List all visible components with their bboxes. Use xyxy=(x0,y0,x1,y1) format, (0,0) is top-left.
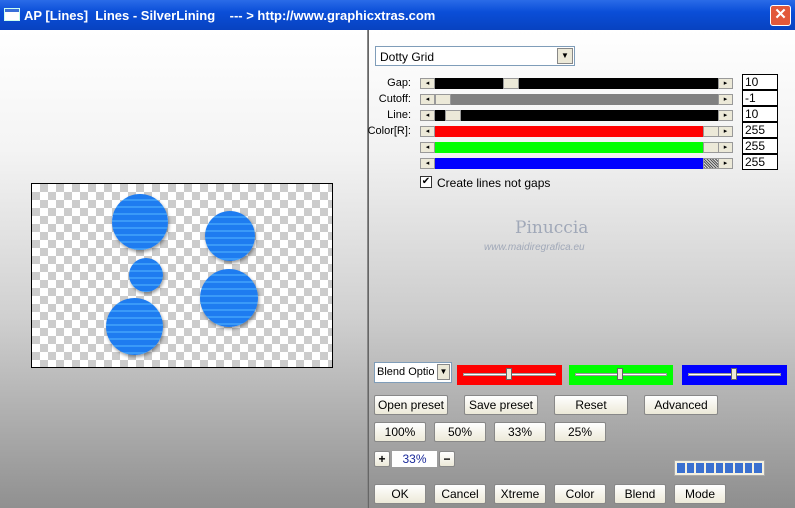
preview-circle xyxy=(112,194,168,250)
preset-select-value: Dotty Grid xyxy=(380,50,435,64)
preset-select[interactable]: Dotty Grid ▼ xyxy=(375,46,575,66)
red-blend-slider[interactable] xyxy=(457,365,562,385)
slider-3[interactable]: ◂ ▸ xyxy=(420,126,733,137)
slider-5[interactable]: ◂ ▸ xyxy=(420,158,733,169)
scroll-left-icon[interactable]: ◂ xyxy=(420,78,435,89)
scroll-right-icon[interactable]: ▸ xyxy=(718,78,733,89)
slider-bar[interactable] xyxy=(435,78,718,89)
slider-0[interactable]: ◂ ▸ xyxy=(420,78,733,89)
blue-blend-slider[interactable] xyxy=(682,365,787,385)
window-icon xyxy=(4,8,20,21)
preview-circle xyxy=(106,298,163,355)
xtreme-button[interactable]: Xtreme xyxy=(494,484,546,504)
slider-bar[interactable] xyxy=(435,110,718,121)
slider-value-input[interactable]: 255 xyxy=(742,154,778,170)
advanced-button[interactable]: Advanced xyxy=(644,395,718,415)
slider-value-input[interactable]: 10 xyxy=(742,106,778,122)
slider-thumb[interactable] xyxy=(703,142,719,153)
watermark-name: Pinuccia xyxy=(515,218,589,238)
scroll-left-icon[interactable]: ◂ xyxy=(420,142,435,153)
preview-circle xyxy=(200,269,258,327)
green-blend-slider[interactable] xyxy=(569,365,673,385)
open-preset-button[interactable]: Open preset xyxy=(374,395,448,415)
preview-circle xyxy=(205,211,255,261)
zoom-25-button[interactable]: 25% xyxy=(554,422,606,442)
scroll-right-icon[interactable]: ▸ xyxy=(718,158,733,169)
preview-circle xyxy=(129,258,163,292)
slider-value-input[interactable]: 255 xyxy=(742,122,778,138)
mode-button[interactable]: Mode xyxy=(674,484,726,504)
chevron-down-icon[interactable]: ▼ xyxy=(557,48,573,64)
scroll-left-icon[interactable]: ◂ xyxy=(420,110,435,121)
close-button[interactable]: ✕ xyxy=(770,5,791,26)
window-title: AP [Lines] Lines - SilverLining --- > ht… xyxy=(24,8,436,23)
create-lines-checkbox[interactable]: ✔ xyxy=(420,176,432,188)
zoom-50-button[interactable]: 50% xyxy=(434,422,486,442)
scroll-right-icon[interactable]: ▸ xyxy=(718,126,733,137)
color-button[interactable]: Color xyxy=(554,484,606,504)
scroll-left-icon[interactable]: ◂ xyxy=(420,158,435,169)
zoom-100-button[interactable]: 100% xyxy=(374,422,426,442)
slider-label: Gap: xyxy=(387,77,411,89)
save-preset-button[interactable]: Save preset xyxy=(464,395,538,415)
slider-value-input[interactable]: 10 xyxy=(742,74,778,90)
scroll-left-icon[interactable]: ◂ xyxy=(420,94,435,105)
slider-bar[interactable] xyxy=(435,142,718,153)
reset-button[interactable]: Reset xyxy=(554,395,628,415)
slider-bar[interactable] xyxy=(435,94,718,105)
slider-value-input[interactable]: -1 xyxy=(742,90,778,106)
scroll-right-icon[interactable]: ▸ xyxy=(718,94,733,105)
scroll-right-icon[interactable]: ▸ xyxy=(718,110,733,121)
ok-button[interactable]: OK xyxy=(374,484,426,504)
slider-thumb[interactable] xyxy=(445,110,461,121)
slider-bar[interactable] xyxy=(435,158,718,169)
slider-2[interactable]: ◂ ▸ xyxy=(420,110,733,121)
blend-options-select[interactable]: Blend Optio ▼ xyxy=(374,362,452,383)
slider-1[interactable]: ◂ ▸ xyxy=(420,94,733,105)
zoom-33-button[interactable]: 33% xyxy=(494,422,546,442)
slider-label: Cutoff: xyxy=(378,93,411,105)
scroll-left-icon[interactable]: ◂ xyxy=(420,126,435,137)
slider-thumb[interactable] xyxy=(703,126,719,137)
watermark-url: www.maidiregrafica.eu xyxy=(484,242,585,253)
cancel-button[interactable]: Cancel xyxy=(434,484,486,504)
preview-canvas[interactable] xyxy=(31,183,333,368)
zoom-input[interactable]: 33% xyxy=(392,451,437,467)
blend-button[interactable]: Blend xyxy=(614,484,666,504)
chevron-down-icon[interactable]: ▼ xyxy=(437,364,450,380)
slider-thumb[interactable] xyxy=(503,78,519,89)
slider-thumb[interactable] xyxy=(435,94,451,105)
slider-value-input[interactable]: 255 xyxy=(742,138,778,154)
create-lines-label: Create lines not gaps xyxy=(437,176,551,190)
zoom-out-button[interactable]: − xyxy=(439,451,455,467)
zoom-in-button[interactable]: + xyxy=(374,451,390,467)
slider-thumb[interactable] xyxy=(703,158,719,169)
blend-select-value: Blend Optio xyxy=(377,366,435,378)
slider-label: Line: xyxy=(387,109,411,121)
slider-label: Color[R]: xyxy=(367,125,411,137)
slider-4[interactable]: ◂ ▸ xyxy=(420,142,733,153)
slider-bar[interactable] xyxy=(435,126,718,137)
title-bar: AP [Lines] Lines - SilverLining --- > ht… xyxy=(0,0,795,30)
progress-bar xyxy=(674,460,765,476)
scroll-right-icon[interactable]: ▸ xyxy=(718,142,733,153)
